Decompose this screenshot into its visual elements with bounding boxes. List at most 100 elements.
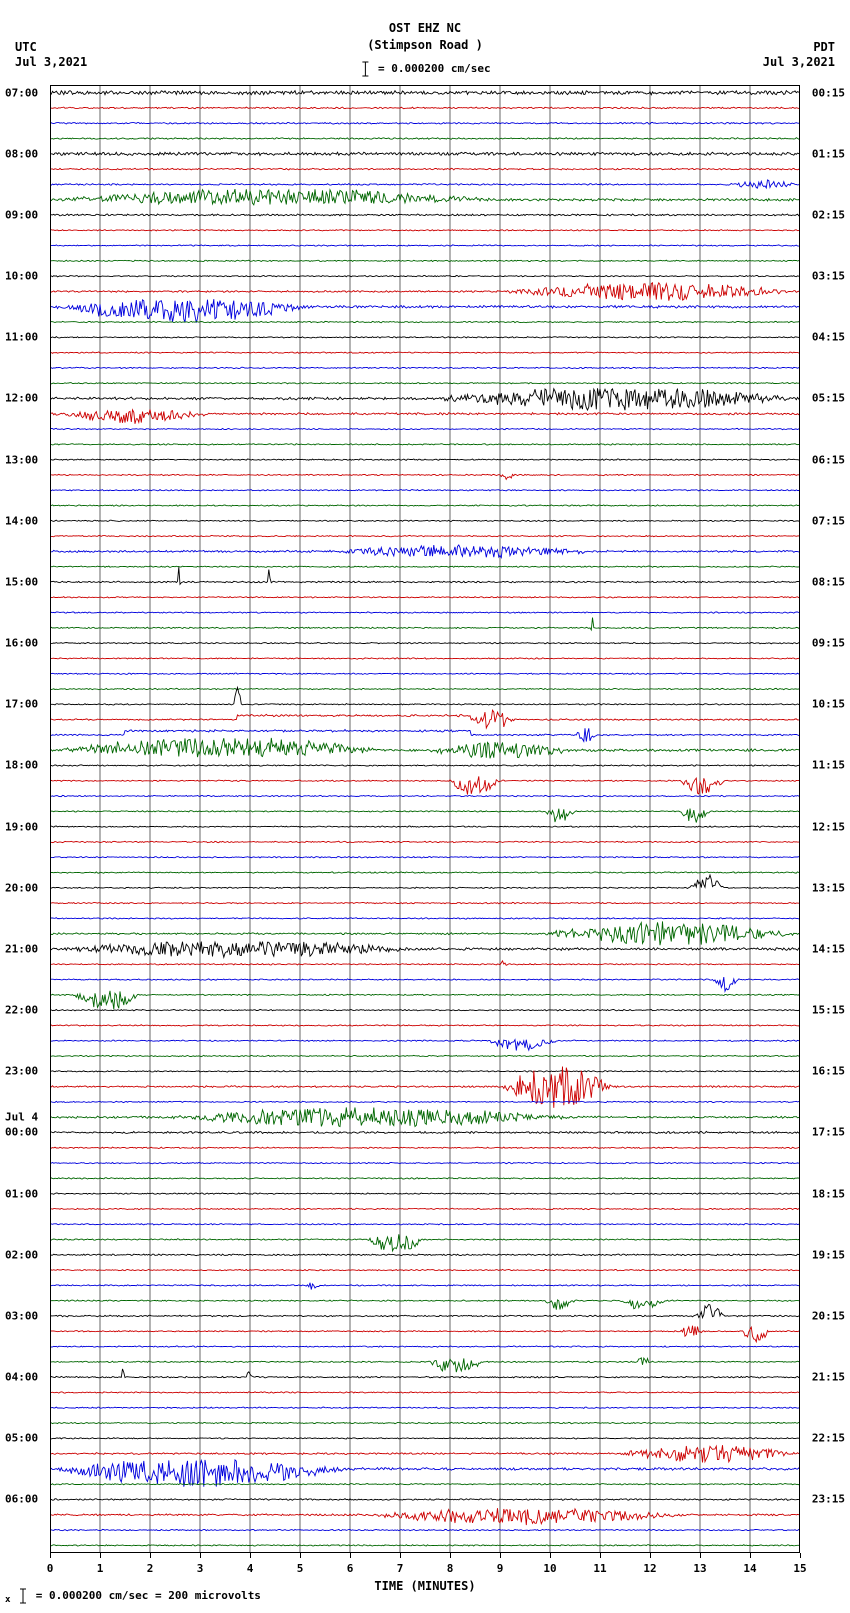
right-time-label: 11:15 (812, 759, 845, 772)
trace-line (50, 795, 800, 796)
trace-line (50, 1025, 800, 1026)
trace-svg (50, 85, 800, 1553)
trace-line (50, 1499, 800, 1501)
trace-line (50, 260, 800, 261)
trace-line (50, 214, 800, 216)
trace-line (50, 1445, 800, 1462)
right-time-label: 19:15 (812, 1248, 845, 1261)
trace-line (50, 902, 800, 903)
right-time-label: 01:15 (812, 147, 845, 160)
scale-indicator: = 0.000200 cm/sec (359, 60, 490, 78)
left-time-label: 17:00 (5, 698, 38, 711)
trace-line (50, 283, 800, 301)
right-time-label: 18:15 (812, 1187, 845, 1200)
scale-text: = 0.000200 cm/sec (378, 62, 491, 75)
right-time-label: 16:15 (812, 1065, 845, 1078)
trace-line (50, 444, 800, 445)
right-time-label: 03:15 (812, 270, 845, 283)
trace-line (50, 410, 800, 424)
right-time-label: 22:15 (812, 1432, 845, 1445)
left-time-label: 11:00 (5, 331, 38, 344)
trace-line (50, 1304, 800, 1317)
trace-line (50, 138, 800, 140)
date-right: Jul 3,2021 (763, 55, 835, 69)
trace-line (50, 872, 800, 873)
trace-line (50, 1529, 800, 1530)
trace-line (50, 91, 800, 95)
trace-line (50, 1422, 800, 1423)
x-tick-label: 6 (347, 1562, 354, 1575)
trace-line (50, 1358, 800, 1372)
x-tick (550, 1553, 551, 1558)
x-tick-label: 15 (793, 1562, 806, 1575)
right-time-label: 00:15 (812, 86, 845, 99)
x-tick (800, 1553, 801, 1558)
station-code: OST EHZ NC (0, 20, 850, 37)
trace-line (50, 1178, 800, 1179)
trace-line (50, 230, 800, 231)
trace-line (50, 566, 800, 567)
left-time-label: 22:00 (5, 1004, 38, 1017)
left-time-label: 08:00 (5, 147, 38, 160)
left-date-label: Jul 4 (5, 1111, 38, 1124)
helicorder-container: OST EHZ NC (Stimpson Road ) = 0.000200 c… (0, 0, 850, 1613)
trace-line (50, 673, 800, 674)
right-time-label: 04:15 (812, 331, 845, 344)
left-time-label: 21:00 (5, 942, 38, 955)
trace-line (50, 1071, 800, 1072)
left-time-label: 02:00 (5, 1248, 38, 1261)
left-time-label: 04:00 (5, 1371, 38, 1384)
trace-line (50, 1009, 800, 1010)
trace-line (50, 1369, 800, 1378)
footer-text: = 0.000200 cm/sec = 200 microvolts (36, 1589, 261, 1602)
left-time-label: 12:00 (5, 392, 38, 405)
trace-line (50, 520, 800, 521)
trace-line (50, 352, 800, 353)
trace-line (50, 1254, 800, 1256)
trace-line (50, 388, 800, 410)
trace-line (50, 1147, 800, 1148)
x-tick (300, 1553, 301, 1558)
left-time-label: 00:00 (5, 1126, 38, 1139)
x-tick (700, 1553, 701, 1558)
plot-area: TIME (MINUTES) 012345678910111213141507:… (50, 85, 800, 1553)
right-time-label: 17:15 (812, 1126, 845, 1139)
trace-line (50, 921, 800, 945)
trace-line (50, 597, 800, 598)
left-time-label: 09:00 (5, 208, 38, 221)
trace-line (50, 276, 800, 277)
x-tick-label: 3 (197, 1562, 204, 1575)
trace-line (50, 459, 800, 460)
trace-line (50, 728, 800, 741)
x-tick (200, 1553, 201, 1558)
trace-line (50, 122, 800, 124)
trace-line (50, 991, 800, 1010)
x-tick-label: 2 (147, 1562, 154, 1575)
trace-line (50, 152, 800, 155)
left-time-label: 19:00 (5, 820, 38, 833)
trace-line (50, 1283, 800, 1290)
x-tick-label: 12 (643, 1562, 656, 1575)
left-time-label: 05:00 (5, 1432, 38, 1445)
x-tick-label: 5 (297, 1562, 304, 1575)
right-time-label: 05:15 (812, 392, 845, 405)
x-tick-label: 11 (593, 1562, 606, 1575)
trace-line (50, 1545, 800, 1546)
trace-line (50, 688, 800, 706)
x-tick-label: 7 (397, 1562, 404, 1575)
x-tick (450, 1553, 451, 1558)
trace-line (50, 618, 800, 631)
trace-line (50, 1193, 800, 1194)
trace-line (50, 535, 800, 536)
trace-line (50, 245, 800, 246)
trace-line (50, 961, 800, 965)
x-tick-label: 0 (47, 1562, 54, 1575)
trace-line (50, 1107, 800, 1126)
x-tick (400, 1553, 401, 1558)
trace-line (50, 490, 800, 491)
trace-line (50, 612, 800, 613)
trace-line (50, 918, 800, 919)
trace-line (50, 1508, 800, 1525)
trace-line (50, 1407, 800, 1408)
right-time-label: 02:15 (812, 208, 845, 221)
